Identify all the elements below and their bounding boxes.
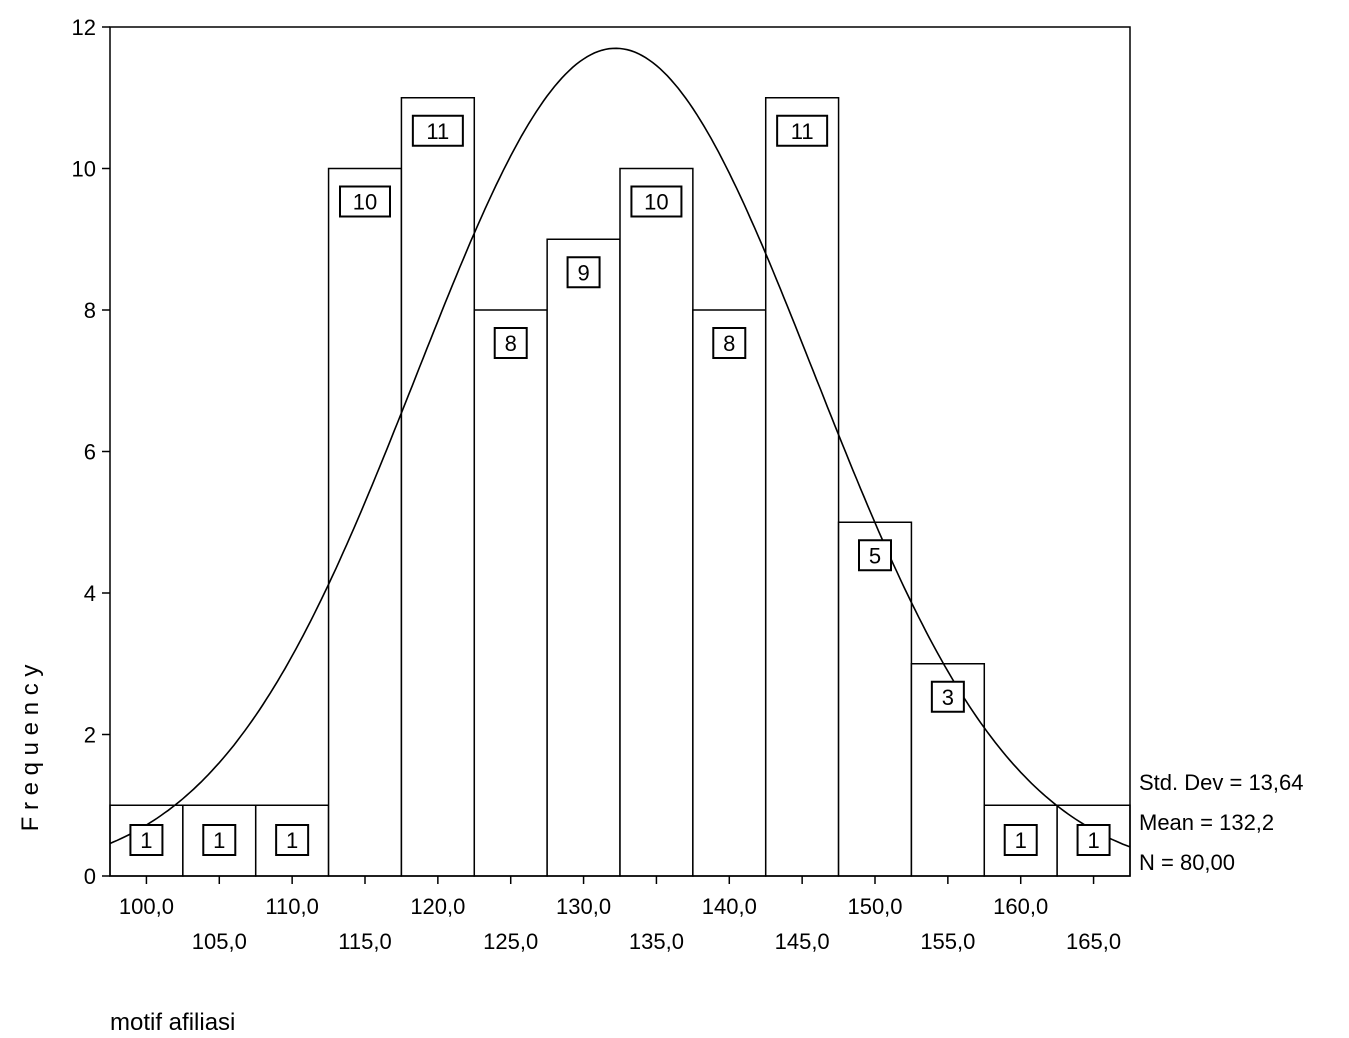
y-axis: 0 2 4 6 8 10 12 — [72, 15, 110, 889]
std-dev-text: Std. Dev = 13,64 — [1139, 770, 1304, 795]
y-tick-label: 2 — [84, 723, 96, 748]
data-label-box — [712, 327, 747, 359]
data-label: 1 — [1015, 828, 1027, 853]
data-label: 11 — [426, 119, 449, 144]
histogram-bar — [619, 167, 694, 877]
histogram-bar — [327, 167, 403, 877]
y-tick-label: 12 — [72, 15, 96, 40]
x-tick-label: 140,0 — [702, 894, 757, 919]
data-label-box — [566, 256, 601, 289]
data-label-box — [275, 824, 310, 856]
y-tick-label: 0 — [84, 864, 96, 889]
x-tick-label: 120,0 — [410, 894, 465, 919]
data-label: 11 — [791, 119, 814, 144]
data-label-box — [411, 114, 464, 147]
x-tick-label: 155,0 — [920, 929, 975, 954]
x-tick-label: 165,0 — [1066, 929, 1121, 954]
histogram-bar — [546, 238, 621, 877]
x-tick-label: 115,0 — [338, 929, 391, 954]
x-tick-label: 125,0 — [483, 929, 538, 954]
x-axis: 100,0 105,0 110,0 115,0 120,0 125,0 130,0 135,0… — [119, 876, 1121, 954]
data-label-box — [630, 185, 683, 218]
data-label: 10 — [353, 190, 377, 215]
data-label: 8 — [723, 331, 735, 356]
x-tick-label: 135,0 — [629, 929, 684, 954]
histogram-bar — [764, 97, 840, 877]
data-label-box — [202, 824, 237, 856]
data-label-box — [930, 680, 965, 713]
bars-group — [109, 97, 1131, 877]
data-label-box — [1003, 824, 1038, 856]
y-tick-label: 10 — [72, 157, 96, 182]
histogram-bar — [692, 309, 767, 877]
n-text: N = 80,00 — [1139, 850, 1235, 875]
data-label-box — [339, 185, 391, 218]
histogram-bar — [837, 521, 913, 877]
data-label: 1 — [213, 828, 225, 853]
x-tick-label: 100,0 — [119, 894, 174, 919]
data-label-box — [493, 327, 528, 359]
data-label-box — [776, 114, 829, 147]
data-label: 3 — [942, 685, 954, 710]
y-tick-label: 4 — [84, 581, 96, 606]
x-tick-label: 150,0 — [847, 894, 902, 919]
x-tick-label: 105,0 — [192, 929, 247, 954]
data-label: 1 — [140, 828, 152, 853]
data-label-box — [1076, 824, 1111, 856]
data-label-box — [129, 824, 164, 856]
data-label: 1 — [1087, 828, 1099, 853]
data-label: 8 — [505, 331, 517, 356]
x-tick-label: 145,0 — [775, 929, 830, 954]
histogram-bar — [400, 97, 476, 877]
x-tick-label: 160,0 — [993, 894, 1048, 919]
y-tick-label: 6 — [84, 440, 96, 465]
data-label: 9 — [577, 260, 589, 285]
x-tick-label: 130,0 — [556, 894, 611, 919]
data-label: 5 — [869, 543, 881, 568]
data-label: 10 — [644, 190, 668, 215]
y-tick-label: 8 — [84, 298, 96, 323]
x-tick-label: 110,0 — [265, 894, 318, 919]
x-axis-title: motif afiliasi — [110, 1009, 235, 1036]
y-axis-title: F r e q u e n c y — [17, 665, 44, 832]
data-label-box — [858, 539, 892, 572]
data-label: 1 — [286, 828, 298, 853]
mean-text: Mean = 132,2 — [1139, 810, 1274, 835]
histogram-bar — [473, 309, 548, 877]
